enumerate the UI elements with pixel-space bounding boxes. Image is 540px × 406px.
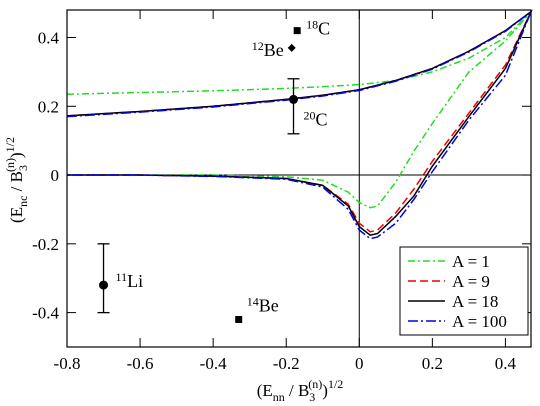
x-tick-label: -0.6: [127, 354, 154, 373]
isotope-element: Be: [259, 295, 279, 315]
isotope-mass: 14: [247, 294, 259, 308]
y-tick-label: 0.4: [38, 29, 60, 48]
x-tick-label: 0: [355, 354, 364, 373]
y-tick-label: -0.4: [32, 304, 59, 323]
series-line: [66, 11, 532, 209]
marker: [293, 27, 301, 35]
y-axis-label: (Enc / B3(n))1/2: [3, 137, 30, 223]
marker-label: 12Be: [252, 39, 284, 60]
legend-label: A = 9: [452, 272, 490, 291]
plot-frame: [66, 9, 532, 348]
isotope-element: Be: [264, 40, 284, 60]
marker-label: 14Be: [247, 294, 279, 315]
label-part: (E: [7, 207, 26, 223]
legend-label: A = 18: [452, 292, 498, 311]
marker: [99, 280, 109, 290]
label-part: nc: [16, 196, 30, 207]
label-part: 1/2: [3, 137, 17, 152]
isotope-mass: 12: [252, 39, 264, 53]
isotope-element: C: [318, 19, 330, 39]
x-tick-label: 0.2: [422, 354, 443, 373]
isotope-element: C: [316, 109, 328, 129]
legend-label: A = 1: [452, 252, 490, 271]
x-tick-label: -0.2: [273, 354, 300, 373]
y-tick-label: -0.2: [32, 235, 59, 254]
isotope-element: Li: [127, 271, 143, 291]
marker-label: 20C: [304, 108, 328, 129]
marker: [235, 315, 243, 323]
marker-label: 11Li: [116, 270, 144, 291]
label-part: (n): [308, 377, 322, 391]
label-part: (n): [3, 158, 17, 172]
label-part: (E: [257, 381, 273, 400]
isotope-mass: 11: [116, 270, 128, 284]
x-tick-label: -0.8: [54, 354, 81, 373]
x-tick-label: 0.4: [495, 354, 517, 373]
label-part: 3: [309, 390, 315, 404]
label-part: ): [7, 152, 26, 158]
legend-label: A = 100: [452, 312, 507, 331]
series-line: [66, 11, 532, 233]
isotope-mass: 20: [304, 108, 316, 122]
label-part: 3: [16, 165, 30, 171]
label-part: / B: [285, 381, 310, 400]
series-line: [66, 9, 533, 240]
y-tick-label: 0.2: [38, 97, 59, 116]
label-part: nn: [273, 390, 285, 404]
label-part: ): [322, 381, 328, 400]
isotope-mass: 18: [306, 18, 318, 32]
label-part: 1/2: [328, 377, 343, 391]
x-tick-label: -0.4: [200, 354, 227, 373]
label-part: / B: [7, 171, 26, 196]
marker: [287, 43, 296, 52]
marker-label: 18C: [306, 18, 330, 39]
x-axis-label: (Enn / B3(n))1/2: [257, 377, 344, 404]
marker: [289, 94, 299, 104]
y-tick-label: 0: [51, 166, 60, 185]
